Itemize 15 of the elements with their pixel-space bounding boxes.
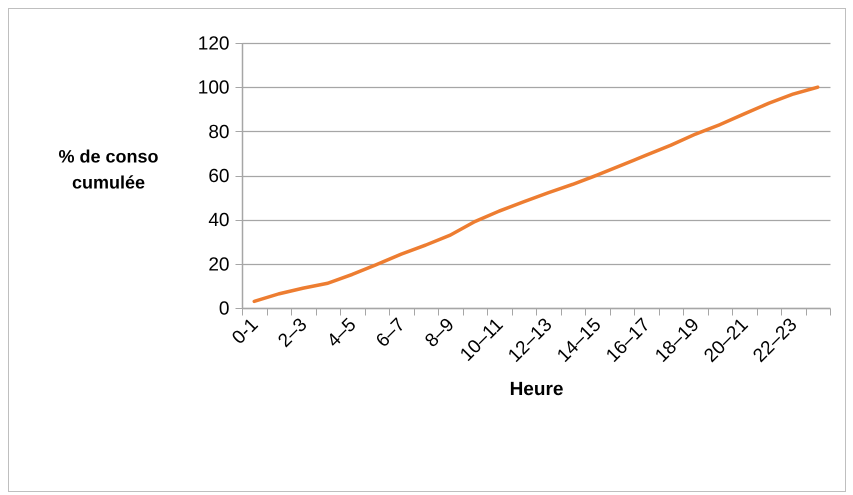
x-tick-label: 4–5 bbox=[323, 314, 361, 352]
y-tick-label: 60 bbox=[208, 166, 230, 187]
y-tick-label: 0 bbox=[218, 298, 230, 320]
y-axis-title: % de conso cumulée bbox=[58, 146, 159, 192]
x-tick-label: 2–3 bbox=[274, 314, 312, 352]
line-series bbox=[252, 85, 820, 304]
x-tick-label: 0-1 bbox=[228, 314, 263, 349]
x-tick-label: 6–7 bbox=[372, 314, 410, 352]
x-axis-title: Heure bbox=[510, 378, 564, 400]
y-tick-label: 20 bbox=[208, 254, 230, 276]
y-tick-label: 100 bbox=[198, 78, 230, 99]
x-tick-label: 8–9 bbox=[421, 314, 459, 352]
y-tick-label: 120 bbox=[198, 34, 230, 54]
y-tick-label: 40 bbox=[208, 210, 230, 232]
y-tick-label: 80 bbox=[208, 122, 230, 143]
